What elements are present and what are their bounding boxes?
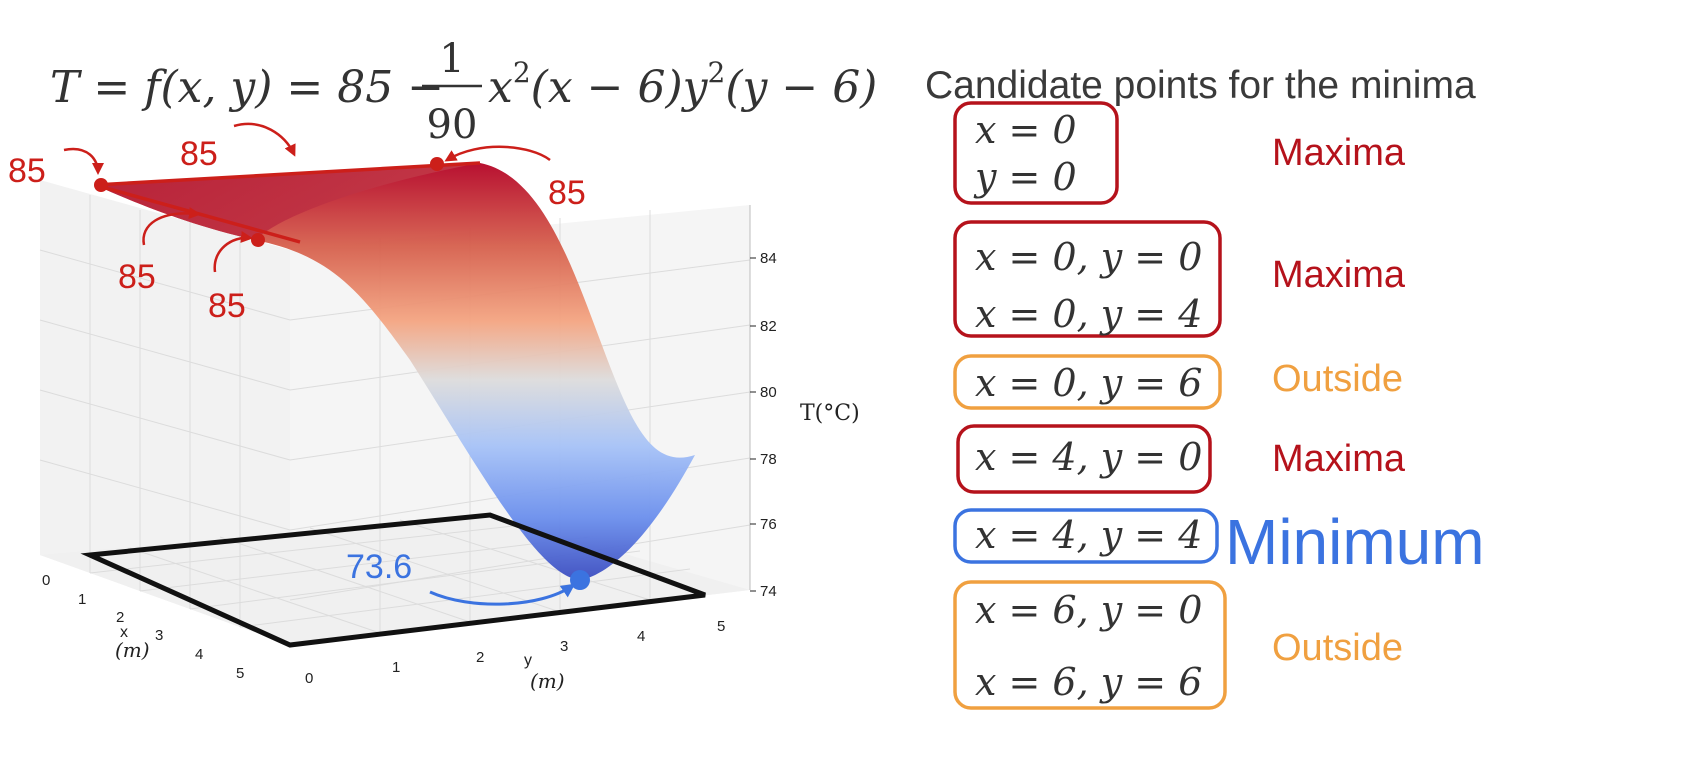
x-tick-labels: 0 1 2 3 4 5 <box>42 572 244 682</box>
left-pane <box>40 180 290 645</box>
candidates-title: Candidate points for the minima <box>925 64 1476 107</box>
candidates-panel: Candidate points for the minima x = 0 y … <box>925 64 1485 710</box>
y-tick: 1 <box>392 659 400 676</box>
y-tick: 5 <box>717 618 725 635</box>
candidate-line: x = 6, y = 6 <box>975 660 1202 704</box>
candidate-line: x = 0, y = 6 <box>975 361 1202 405</box>
candidate-status: Outside <box>1272 358 1403 400</box>
y-tick: 3 <box>560 638 568 655</box>
x-tick: 5 <box>236 665 244 682</box>
candidate-status-minimum: Minimum <box>1225 506 1485 578</box>
candidate-line: x = 6, y = 0 <box>975 588 1202 632</box>
candidate-line: x = 4, y = 4 <box>975 513 1202 557</box>
maxima-labels: 85 85 85 85 85 <box>8 135 586 325</box>
y-axis-unit: (m) <box>530 669 565 693</box>
y-tick-labels: 0 1 2 3 4 5 <box>305 618 725 687</box>
equation-fraction-numerator: 1 <box>439 36 464 82</box>
equation-fraction-denominator: 90 <box>427 102 478 148</box>
z-tick-marks <box>750 257 756 592</box>
z-tick: 74 <box>760 583 777 600</box>
candidate-status: Maxima <box>1272 132 1406 174</box>
y-tick: 0 <box>305 670 313 687</box>
candidate-box-4 <box>956 424 1212 494</box>
annotation-label: 85 <box>180 135 218 173</box>
candidate-box-5 <box>953 508 1219 564</box>
y-axis-label: y <box>524 652 532 669</box>
x-axis-unit: (m) <box>115 638 150 662</box>
candidate-box-2 <box>953 220 1222 338</box>
annotation-arrows <box>63 122 551 273</box>
candidate-status: Maxima <box>1272 438 1406 480</box>
candidate-box-3 <box>953 354 1222 410</box>
z-tick: 80 <box>760 384 777 401</box>
domain-rectangle <box>80 512 706 648</box>
annotation-label: 85 <box>548 174 586 212</box>
annotation-label: 85 <box>8 152 46 190</box>
max-point-side <box>251 233 265 247</box>
x-tick: 0 <box>42 572 50 589</box>
x-tick: 2 <box>116 609 124 626</box>
min-arrow <box>429 583 576 606</box>
candidate-line: x = 0, y = 0 <box>975 235 1202 279</box>
z-tick: 84 <box>760 250 777 267</box>
candidate-line: x = 4, y = 0 <box>975 435 1202 479</box>
x-axis-label: x <box>120 624 128 641</box>
surface-plot: 85 85 85 85 85 73.6 84 82 80 78 76 74 T(… <box>8 122 860 693</box>
z-tick: 78 <box>760 451 777 468</box>
candidate-line: x = 0, y = 4 <box>975 292 1202 336</box>
x-tick: 3 <box>155 627 163 644</box>
max-point-origin <box>94 178 108 192</box>
temperature-surface <box>95 163 695 580</box>
annotation-label: 85 <box>118 258 156 296</box>
z-tick-labels: 84 82 80 78 76 74 <box>760 250 777 600</box>
candidate-line: x = 0 <box>975 108 1077 152</box>
y-tick: 2 <box>476 649 484 666</box>
candidate-box-1 <box>953 101 1119 205</box>
max-point-top <box>430 157 444 171</box>
equation: T = f(x, y) = 85 − 1 90 x2(x − 6)y2(y − … <box>50 36 877 148</box>
candidate-line: y = 0 <box>973 155 1077 199</box>
z-axis-label: T(°C) <box>800 401 860 426</box>
equation-lhs: T = f(x, y) = 85 − <box>50 62 444 113</box>
candidate-status: Outside <box>1272 627 1403 669</box>
annotation-label: 85 <box>208 287 246 325</box>
surface-plateau <box>95 163 480 240</box>
max-edge-top <box>94 161 481 187</box>
min-point <box>570 570 590 590</box>
x-tick: 4 <box>195 646 203 663</box>
min-label: 73.6 <box>346 548 412 586</box>
candidate-status: Maxima <box>1272 254 1406 296</box>
z-tick: 76 <box>760 516 777 533</box>
z-tick: 82 <box>760 318 777 335</box>
candidate-box-6 <box>953 580 1227 710</box>
y-tick: 4 <box>637 628 645 645</box>
x-tick: 1 <box>78 591 86 608</box>
equation-rhs: x2(x − 6)y2(y − 6) <box>488 56 877 113</box>
